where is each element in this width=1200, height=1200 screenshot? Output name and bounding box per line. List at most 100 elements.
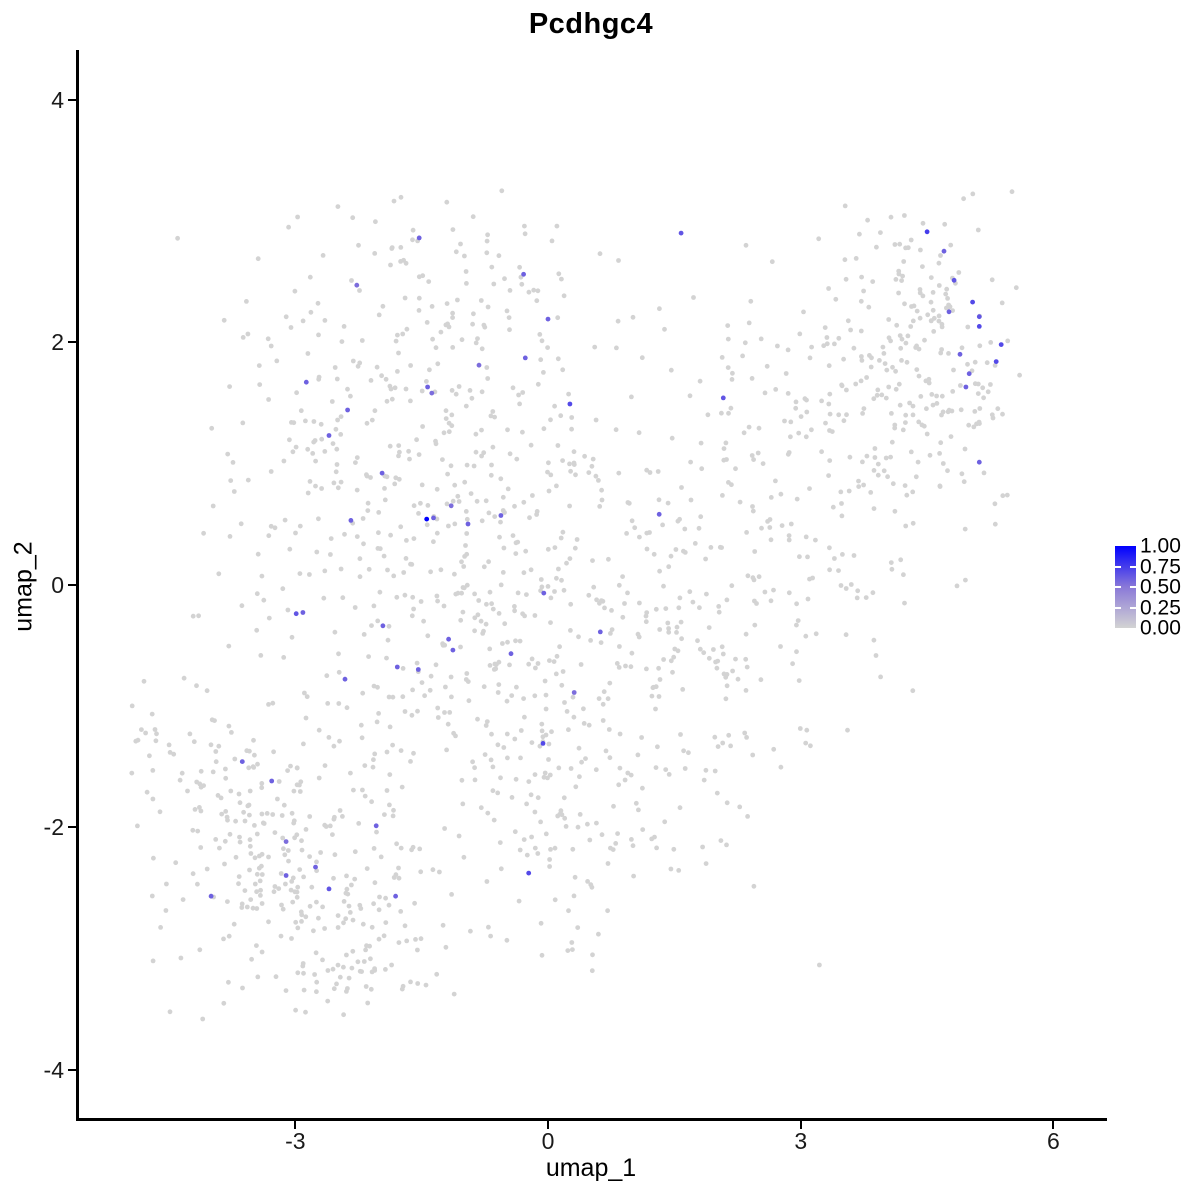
expressing-cell-point <box>924 229 930 235</box>
background-cell-point <box>871 506 877 511</box>
background-cell-point <box>719 410 724 416</box>
background-cell-point <box>898 557 904 563</box>
background-cell-point <box>827 567 832 573</box>
background-cell-point <box>396 875 402 881</box>
background-cell-point <box>959 471 965 477</box>
background-cell-point <box>733 656 738 662</box>
background-cell-point <box>221 936 226 942</box>
background-cell-point <box>928 275 934 280</box>
background-cell-point <box>346 903 352 909</box>
background-cell-point <box>451 730 456 736</box>
background-cell-point <box>626 500 632 506</box>
background-cell-point <box>448 463 454 469</box>
background-cell-point <box>445 471 450 477</box>
background-cell-point <box>387 443 393 449</box>
background-cell-point <box>762 589 768 595</box>
background-cell-point <box>396 350 401 356</box>
background-cell-point <box>605 696 611 702</box>
background-cell-point <box>724 800 730 806</box>
background-cell-point <box>312 972 317 977</box>
background-cell-point <box>366 566 372 572</box>
background-cell-point <box>823 420 828 426</box>
background-cell-point <box>273 974 279 980</box>
background-cell-point <box>633 800 639 806</box>
background-cell-point <box>252 855 258 861</box>
background-cell-point <box>483 498 489 504</box>
background-cell-point <box>344 873 349 879</box>
expressing-cell-point <box>597 629 603 635</box>
background-cell-point <box>387 724 393 730</box>
background-cell-point <box>840 552 845 557</box>
background-cell-point <box>415 981 421 986</box>
background-cell-point <box>398 259 403 264</box>
background-cell-point <box>908 449 914 455</box>
background-cell-point <box>506 315 512 320</box>
background-cell-point <box>860 459 865 465</box>
expressing-cell-point <box>393 893 398 899</box>
background-cell-point <box>868 364 874 370</box>
background-cell-point <box>687 589 693 595</box>
background-cell-point <box>803 633 809 639</box>
background-cell-point <box>705 412 711 418</box>
expressing-cell-point <box>283 839 289 844</box>
background-cell-point <box>433 345 439 351</box>
background-cell-point <box>857 231 862 237</box>
background-cell-point <box>379 373 384 379</box>
background-cell-point <box>614 345 619 351</box>
background-cell-point <box>479 389 485 395</box>
background-cell-point <box>970 191 976 197</box>
background-cell-point <box>561 293 567 299</box>
background-cell-point <box>498 866 504 872</box>
background-cell-point <box>338 566 344 572</box>
background-cell-point <box>785 347 791 353</box>
background-cell-point <box>331 480 337 486</box>
background-cell-point <box>563 824 569 829</box>
background-cell-point <box>459 590 464 596</box>
background-cell-point <box>899 278 904 283</box>
background-cell-point <box>548 472 554 478</box>
expressing-cell-point <box>429 390 435 396</box>
background-cell-point <box>358 906 364 911</box>
background-cell-point <box>946 351 951 356</box>
background-cell-point <box>597 600 602 606</box>
background-cell-point <box>485 376 491 381</box>
background-cell-point <box>556 271 562 277</box>
background-cell-point <box>280 835 286 841</box>
expressing-cell-point <box>425 384 430 390</box>
background-cell-point <box>399 784 405 790</box>
background-cell-point <box>231 921 237 927</box>
background-cell-point <box>358 722 364 728</box>
background-cell-point <box>452 571 457 577</box>
background-cell-point <box>223 809 229 814</box>
background-cell-point <box>657 677 663 682</box>
background-cell-point <box>599 497 605 503</box>
background-cell-point <box>575 925 581 930</box>
expressing-cell-point <box>540 741 546 746</box>
background-cell-point <box>330 966 336 972</box>
background-cell-point <box>528 792 534 798</box>
background-cell-point <box>369 969 375 975</box>
background-cell-point <box>858 378 864 384</box>
background-cell-point <box>488 933 493 939</box>
background-cell-point <box>455 590 461 596</box>
background-cell-point <box>282 517 288 523</box>
background-cell-point <box>486 510 492 516</box>
background-cell-point <box>903 412 909 418</box>
legend-label: 0.25 <box>1140 596 1181 619</box>
background-cell-point <box>678 619 684 625</box>
background-cell-point <box>546 488 552 494</box>
background-cell-point <box>237 834 242 840</box>
background-cell-point <box>424 379 429 384</box>
background-cell-point <box>152 727 158 732</box>
background-cell-point <box>488 413 494 419</box>
background-cell-point <box>786 590 792 596</box>
background-cell-point <box>463 269 469 274</box>
background-cell-point <box>901 572 906 578</box>
background-cell-point <box>247 788 253 794</box>
background-cell-point <box>514 456 520 462</box>
background-cell-point <box>576 745 582 751</box>
background-cell-point <box>322 568 328 574</box>
background-cell-point <box>266 397 271 402</box>
background-cell-point <box>688 497 694 503</box>
